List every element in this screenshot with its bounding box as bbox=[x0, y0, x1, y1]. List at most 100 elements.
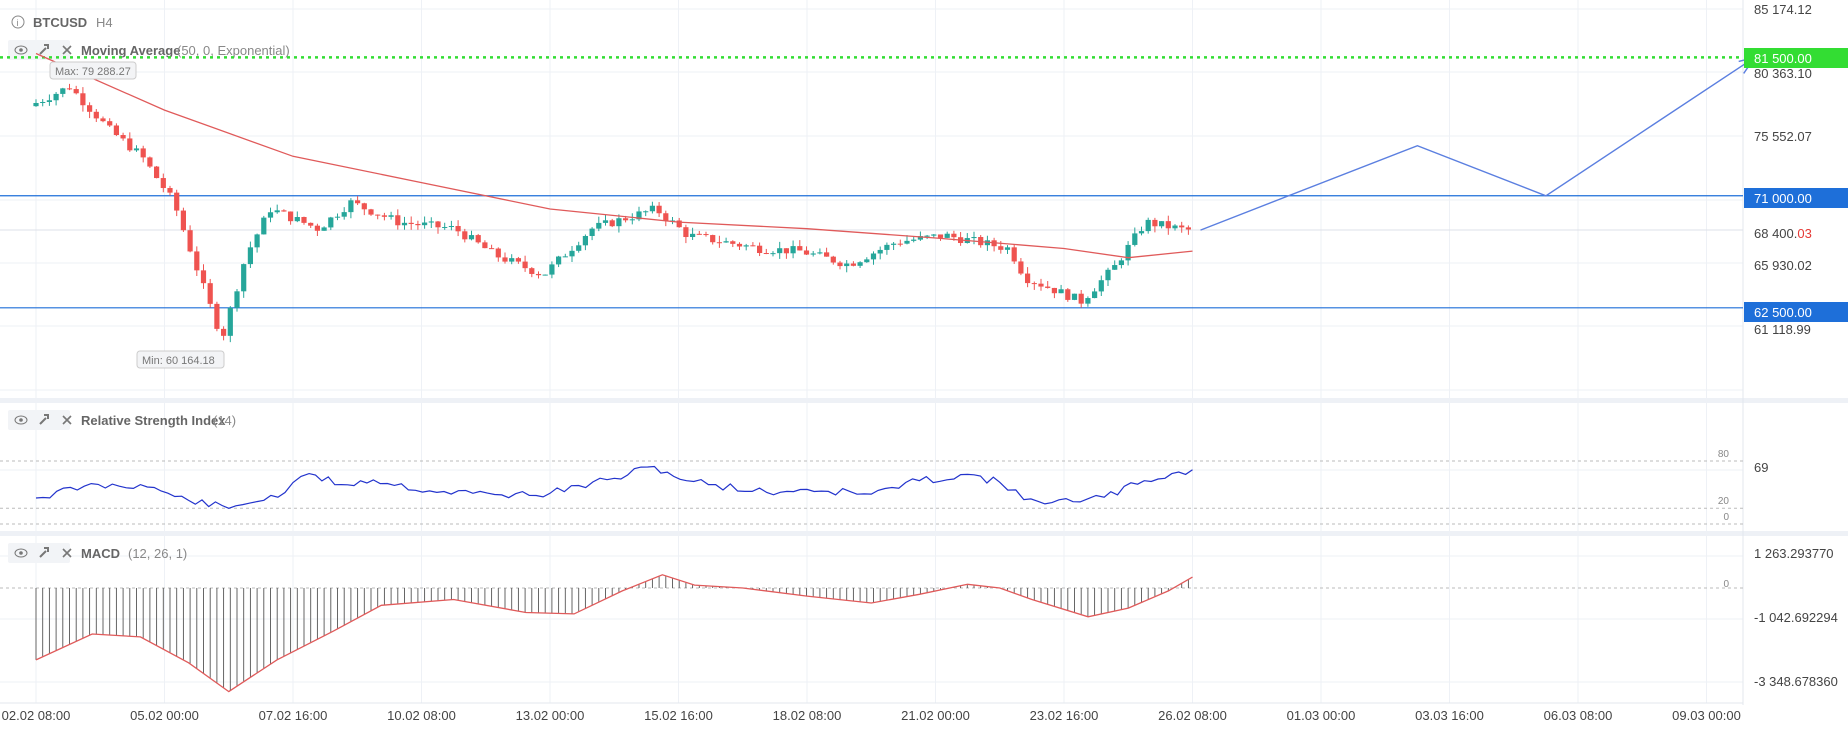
pane-separator-1[interactable] bbox=[0, 398, 1848, 403]
candle-body bbox=[522, 261, 528, 269]
candles bbox=[33, 83, 1191, 343]
candle-body bbox=[951, 233, 957, 238]
candle-body bbox=[596, 222, 602, 229]
support-tag bbox=[1744, 302, 1848, 322]
candle-body bbox=[911, 239, 917, 241]
wrench-icon[interactable] bbox=[39, 414, 49, 425]
candle-body bbox=[830, 256, 836, 263]
candle-body bbox=[227, 307, 233, 336]
candle-body bbox=[730, 241, 736, 244]
candle-body bbox=[649, 205, 655, 212]
candle-body bbox=[468, 235, 475, 240]
candle-body bbox=[341, 212, 347, 217]
projection-trendline[interactable] bbox=[1200, 56, 1757, 231]
candle-body bbox=[281, 210, 287, 212]
candle-body bbox=[113, 125, 119, 136]
close-icon[interactable] bbox=[62, 45, 72, 55]
candle-body bbox=[924, 235, 930, 237]
candle-body bbox=[401, 222, 408, 226]
candle-body bbox=[267, 212, 274, 218]
candle-body bbox=[549, 264, 555, 275]
ma-legend: Moving Average (50, 0, Exponential) bbox=[8, 40, 290, 60]
candle-body bbox=[207, 283, 213, 304]
candle-body bbox=[80, 93, 86, 106]
candle-body bbox=[643, 211, 649, 213]
candle-body bbox=[877, 249, 883, 254]
price-tick-label: 85 174.12 bbox=[1754, 2, 1812, 17]
close-icon[interactable] bbox=[62, 548, 72, 558]
candle-body bbox=[1159, 221, 1165, 227]
target-tag-text: 81 500.00 bbox=[1754, 51, 1812, 66]
macd-params: (12, 26, 1) bbox=[128, 546, 187, 561]
candle-body bbox=[515, 258, 521, 262]
candle-body bbox=[428, 221, 434, 223]
rsi-legend: Relative Strength Index (14) bbox=[8, 410, 236, 430]
candle-body bbox=[462, 231, 468, 240]
candle-body bbox=[1118, 260, 1124, 266]
candle-body bbox=[857, 262, 863, 266]
candle-body bbox=[200, 270, 207, 284]
candle-body bbox=[1065, 289, 1071, 300]
candle-body bbox=[73, 89, 79, 94]
candle-body bbox=[710, 235, 716, 243]
candle-body bbox=[1004, 247, 1011, 250]
candle-body bbox=[623, 218, 629, 221]
time-tick-label: 07.02 16:00 bbox=[259, 708, 328, 723]
pane-separator-2[interactable] bbox=[0, 531, 1848, 536]
candle-body bbox=[93, 111, 99, 119]
candle-body bbox=[234, 291, 240, 308]
candle-body bbox=[328, 217, 334, 228]
horizontal-levels[interactable] bbox=[0, 56, 1743, 309]
candle-body bbox=[475, 235, 481, 243]
candle-body bbox=[636, 211, 642, 220]
wrench-icon[interactable] bbox=[39, 547, 49, 558]
candle-body bbox=[824, 252, 830, 257]
candle-body bbox=[696, 233, 702, 235]
candle-body bbox=[261, 217, 267, 235]
candle-body bbox=[1031, 283, 1037, 285]
candle-body bbox=[187, 230, 193, 252]
ma-legend-tools bbox=[8, 40, 70, 60]
eye-icon[interactable] bbox=[14, 548, 28, 558]
candle-body bbox=[803, 250, 810, 255]
candle-body bbox=[422, 222, 428, 226]
price-tick-label: 65 930.02 bbox=[1754, 258, 1812, 273]
timeframe-label: H4 bbox=[96, 15, 113, 30]
candle-body bbox=[676, 220, 682, 228]
close-icon[interactable] bbox=[62, 415, 72, 425]
candle-body bbox=[1071, 293, 1078, 300]
candle-body bbox=[448, 226, 454, 228]
time-tick-label: 06.03 08:00 bbox=[1544, 708, 1613, 723]
macd-zero-label: 0 bbox=[1723, 579, 1729, 590]
candle-body bbox=[502, 257, 508, 262]
ma-params: (50, 0, Exponential) bbox=[177, 43, 290, 58]
time-tick-label: 15.02 16:00 bbox=[644, 708, 713, 723]
macd-name: MACD bbox=[81, 546, 120, 561]
rsi-params: (14) bbox=[213, 413, 236, 428]
candle-body bbox=[321, 227, 327, 231]
rsi-value-label: 69 bbox=[1754, 460, 1768, 475]
eye-icon[interactable] bbox=[14, 45, 28, 55]
candle-body bbox=[562, 256, 568, 258]
candle-body bbox=[1025, 273, 1031, 284]
candle-body bbox=[1058, 289, 1064, 294]
eye-icon[interactable] bbox=[14, 415, 28, 425]
header: i BTCUSD H4 bbox=[11, 15, 113, 30]
wrench-icon[interactable] bbox=[39, 44, 49, 55]
candle-body bbox=[1145, 219, 1151, 232]
candle-body bbox=[763, 253, 769, 255]
candle-body bbox=[53, 93, 59, 101]
candle-body bbox=[455, 226, 461, 232]
resistance-tag bbox=[1744, 188, 1848, 208]
candle-body bbox=[884, 244, 890, 250]
info-icon[interactable] bbox=[11, 15, 25, 29]
candle-body bbox=[535, 273, 542, 276]
candle-body bbox=[790, 246, 796, 254]
candle-body bbox=[361, 203, 367, 210]
candle-body bbox=[937, 234, 944, 238]
candle-body bbox=[375, 214, 381, 216]
candle-body bbox=[87, 105, 93, 112]
candle-body bbox=[777, 248, 783, 254]
candle-body bbox=[46, 100, 52, 102]
